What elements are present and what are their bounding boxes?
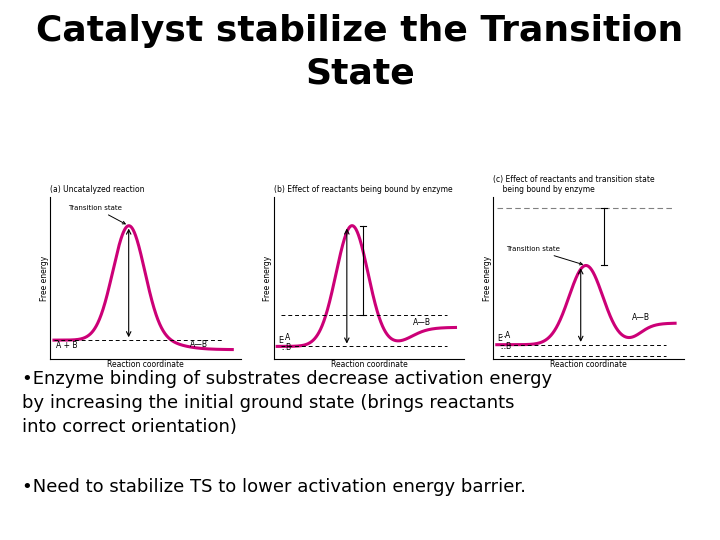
X-axis label: Reaction coordinate: Reaction coordinate xyxy=(550,361,627,369)
Y-axis label: Free energy: Free energy xyxy=(264,255,272,301)
Text: •Need to stabilize TS to lower activation energy barrier.: •Need to stabilize TS to lower activatio… xyxy=(22,478,526,496)
Text: A: A xyxy=(505,330,510,340)
Text: Transition state: Transition state xyxy=(68,205,125,224)
Text: (b) Effect of reactants being bound by enzyme: (b) Effect of reactants being bound by e… xyxy=(274,185,452,194)
Text: Catalyst stabilize the Transition: Catalyst stabilize the Transition xyxy=(37,14,683,48)
Text: •Enzyme binding of substrates decrease activation energy
by increasing the initi: •Enzyme binding of substrates decrease a… xyxy=(22,370,552,436)
Text: E: E xyxy=(278,336,283,345)
X-axis label: Reaction coordinate: Reaction coordinate xyxy=(107,361,184,369)
Text: (a) Uncatalyzed reaction: (a) Uncatalyzed reaction xyxy=(50,185,145,194)
Text: A: A xyxy=(285,333,290,342)
Text: B: B xyxy=(505,342,510,351)
Text: Transition state: Transition state xyxy=(505,246,582,265)
Y-axis label: Free energy: Free energy xyxy=(483,255,492,301)
Text: B: B xyxy=(285,343,290,352)
Text: A—B: A—B xyxy=(632,313,650,322)
Text: A—B: A—B xyxy=(189,340,207,349)
Text: State: State xyxy=(305,57,415,91)
X-axis label: Reaction coordinate: Reaction coordinate xyxy=(330,361,408,369)
Text: A—B: A—B xyxy=(413,318,431,327)
Text: A + B: A + B xyxy=(55,341,77,350)
Text: E: E xyxy=(498,334,503,343)
Y-axis label: Free energy: Free energy xyxy=(40,255,49,301)
Text: (c) Effect of reactants and transition state
    being bound by enzyme: (c) Effect of reactants and transition s… xyxy=(493,175,654,194)
